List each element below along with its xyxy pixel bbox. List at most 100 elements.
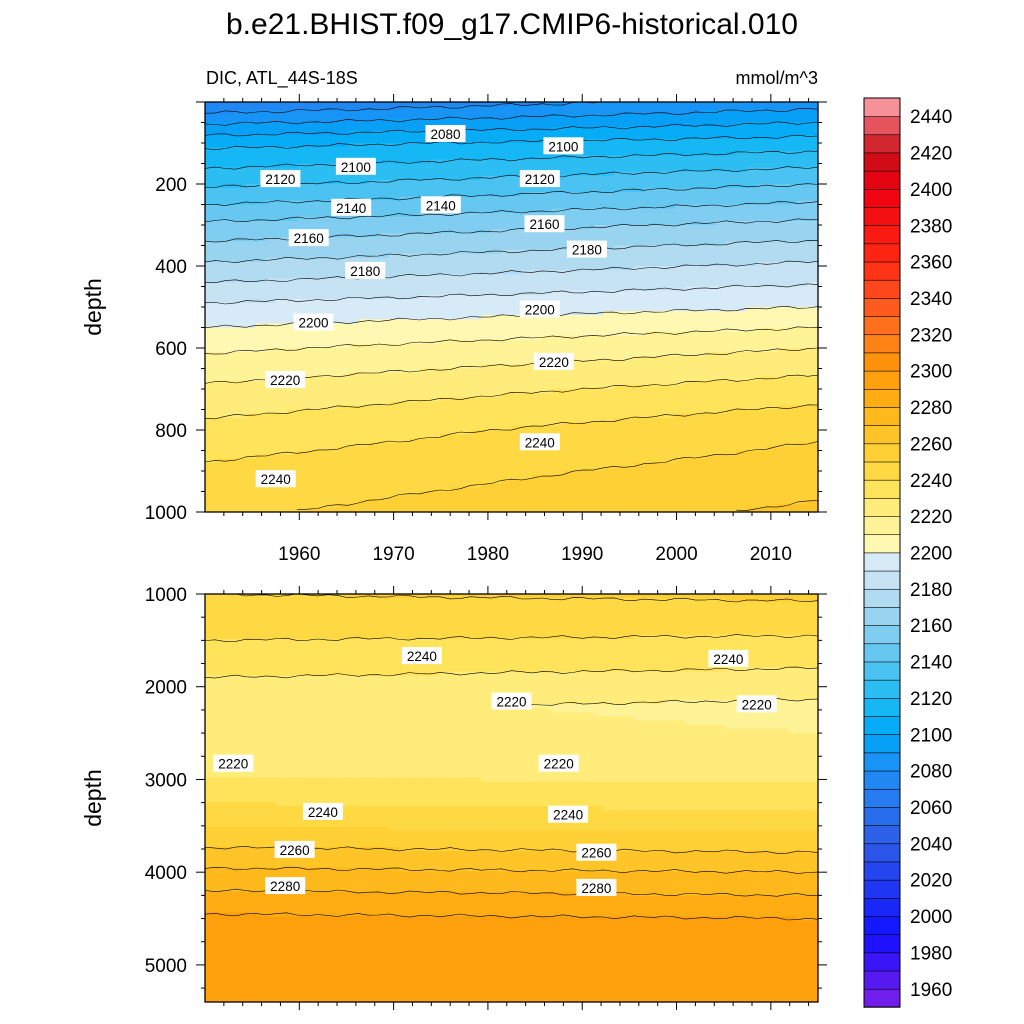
field-cell — [348, 368, 359, 374]
field-cell — [450, 220, 462, 226]
field-cell — [256, 245, 267, 251]
field-cell — [511, 290, 523, 296]
field-cell — [654, 356, 666, 361]
field-cell — [460, 204, 472, 210]
field-cell — [286, 393, 298, 398]
field-cell — [439, 302, 451, 308]
field-cell — [317, 503, 329, 509]
field-cell — [705, 315, 717, 320]
field-cell — [613, 261, 625, 267]
field-cell — [583, 126, 594, 132]
field-cell — [399, 368, 411, 374]
field-cell — [358, 245, 370, 251]
field-cell — [634, 167, 646, 173]
field-cell — [419, 175, 431, 181]
field-cell — [235, 446, 247, 452]
field-cell — [572, 122, 584, 128]
field-cell — [225, 261, 237, 267]
field-cell — [450, 233, 462, 238]
field-cell — [378, 175, 390, 181]
field-cell — [235, 364, 247, 370]
field-cell — [205, 343, 216, 349]
field-cell — [613, 368, 625, 374]
field-cell — [429, 487, 441, 493]
field-cell — [572, 167, 584, 173]
field-cell — [470, 475, 482, 480]
field-cell — [634, 458, 646, 464]
field-cell — [286, 307, 298, 312]
field-cell — [327, 507, 339, 512]
field-cell — [674, 302, 686, 308]
field-cell — [470, 409, 482, 415]
field-cell — [409, 245, 421, 251]
field-cell — [685, 491, 697, 497]
field-cell — [644, 417, 656, 423]
field-cell — [378, 192, 390, 197]
field-cell — [215, 466, 227, 472]
field-cell — [337, 192, 349, 197]
field-cell — [531, 261, 543, 267]
field-cell — [368, 372, 380, 378]
field-cell — [409, 471, 421, 476]
field-cell — [409, 298, 421, 304]
field-cell — [583, 282, 594, 288]
field-cell — [337, 360, 349, 366]
field-cell — [480, 155, 492, 161]
field-cell — [552, 294, 564, 300]
field-cell — [644, 454, 656, 460]
field-cell — [572, 274, 584, 279]
field-cell — [511, 462, 523, 468]
field-cell — [491, 204, 502, 210]
field-cell — [296, 171, 308, 177]
field-cell — [460, 376, 472, 382]
field-cell — [470, 225, 482, 230]
field-cell — [245, 331, 257, 337]
field-cell — [634, 151, 646, 156]
field-cell — [705, 171, 717, 177]
field-cell — [337, 147, 349, 152]
field-cell — [256, 343, 267, 349]
field-cell — [450, 245, 462, 251]
field-cell — [235, 368, 247, 374]
field-cell — [470, 167, 482, 173]
field-cell — [674, 430, 686, 435]
field-cell — [562, 294, 574, 300]
field-cell — [521, 405, 533, 411]
field-cell — [256, 294, 267, 300]
field-cell — [664, 212, 676, 218]
field-cell — [695, 233, 707, 238]
field-cell — [480, 237, 492, 243]
field-cell — [399, 138, 411, 144]
field-cell — [235, 393, 247, 398]
field-cell — [266, 503, 278, 509]
field-cell — [245, 335, 257, 341]
field-cell — [583, 430, 594, 435]
field-cell — [368, 188, 380, 193]
field-cell — [623, 343, 635, 349]
field-cell — [388, 319, 400, 325]
field-cell — [409, 417, 421, 423]
field-cell — [562, 229, 574, 234]
field-cell — [501, 302, 513, 308]
field-cell — [450, 483, 462, 489]
field-cell — [317, 245, 329, 251]
field-cell — [491, 298, 502, 304]
field-cell — [337, 266, 349, 271]
field-cell — [225, 110, 237, 115]
field-cell — [685, 204, 697, 210]
field-cell — [327, 397, 339, 402]
field-cell — [634, 487, 646, 493]
field-cell — [674, 192, 686, 197]
field-cell — [542, 368, 554, 374]
field-cell — [572, 417, 584, 423]
field-cell — [491, 216, 502, 222]
field-cell — [603, 229, 615, 234]
field-cell — [613, 360, 625, 366]
field-cell — [337, 245, 349, 251]
field-cell — [256, 130, 267, 136]
field-cell — [664, 175, 676, 181]
field-cell — [562, 237, 574, 243]
field-cell — [286, 430, 298, 435]
field-cell — [235, 212, 247, 218]
field-cell — [256, 376, 267, 382]
